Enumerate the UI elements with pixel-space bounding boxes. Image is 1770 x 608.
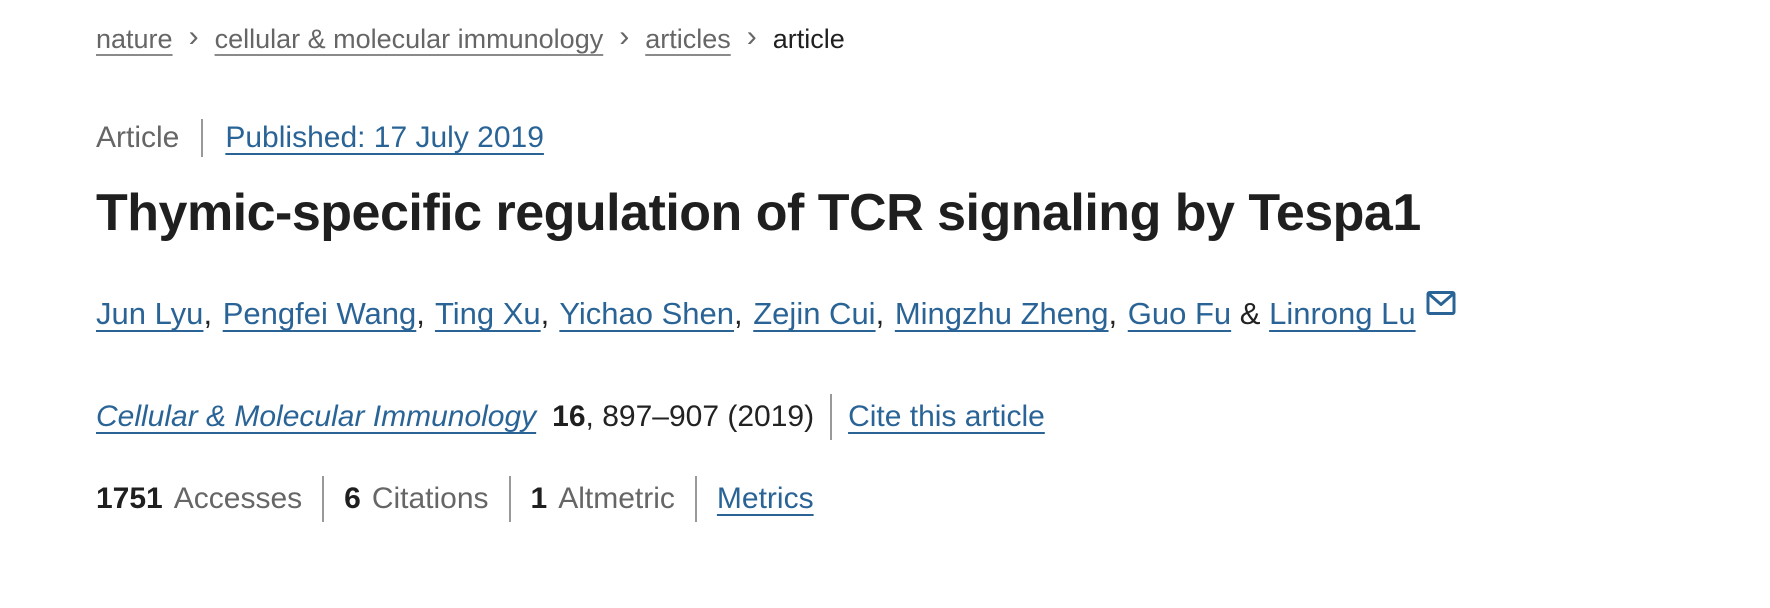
- author-link-zejin-cui[interactable]: Zejin Cui: [753, 296, 876, 331]
- author-link-guo-fu[interactable]: Guo Fu: [1127, 296, 1232, 331]
- volume-pages-year: 16, 897–907 (2019): [552, 395, 814, 439]
- citation-row: Cellular & Molecular Immunology 16, 897–…: [96, 394, 1730, 440]
- envelope-icon[interactable]: [1426, 284, 1456, 328]
- article-meta-row: Article Published: 17 July 2019: [96, 118, 1730, 158]
- author-link-yichao-shen[interactable]: Yichao Shen: [559, 296, 734, 331]
- citations-count: 6: [344, 482, 361, 515]
- citations-metric: 6 Citations: [344, 477, 488, 521]
- altmetric-metric: 1 Altmetric: [531, 477, 675, 521]
- published-date-link[interactable]: Published: 17 July 2019: [225, 121, 544, 154]
- divider: [830, 394, 833, 440]
- author-separator: ,: [203, 296, 213, 331]
- accesses-metric: 1751 Accesses: [96, 477, 302, 521]
- author-separator: ,: [416, 296, 425, 331]
- author-link-mingzhu-zheng[interactable]: Mingzhu Zheng: [894, 296, 1109, 331]
- metrics-link[interactable]: Metrics: [716, 482, 814, 515]
- divider: [322, 476, 325, 522]
- author-separator: ,: [734, 296, 743, 331]
- author-separator: ,: [540, 296, 550, 331]
- altmetric-count: 1: [530, 482, 548, 515]
- author-link-pengfei-wang[interactable]: Pengfei Wang: [222, 296, 417, 331]
- volume-number: 16: [552, 400, 586, 433]
- metrics-row: 1751 Accesses 6 Citations 1 Altmetric Metri…: [96, 476, 1730, 522]
- divider: [201, 119, 204, 157]
- altmetric-label: Altmetric: [558, 482, 675, 515]
- chevron-right-icon: ›: [746, 20, 757, 53]
- divider: [508, 476, 511, 522]
- author-separator: ,: [875, 296, 885, 331]
- author-link-jun-lyu[interactable]: Jun Lyu: [96, 296, 204, 331]
- author-link-linrong-lu[interactable]: Linrong Lu: [1269, 296, 1416, 331]
- pages-year: , 897–907 (2019): [585, 400, 815, 433]
- breadcrumb: nature › cellular & molecular immunology…: [96, 20, 1730, 55]
- breadcrumb-link-journal[interactable]: cellular & molecular immunology: [214, 24, 604, 54]
- divider: [694, 476, 697, 522]
- citations-label: Citations: [371, 482, 489, 515]
- accesses-label: Accesses: [173, 482, 303, 515]
- authors-list: Jun Lyu, Pengfei Wang, Ting Xu, Yichao S…: [96, 291, 1730, 336]
- author-link-ting-xu[interactable]: Ting Xu: [434, 296, 541, 331]
- breadcrumb-link-nature[interactable]: nature: [96, 24, 173, 54]
- breadcrumb-current-article: article: [772, 24, 845, 54]
- cite-this-article-link[interactable]: Cite this article: [848, 400, 1045, 433]
- article-title: Thymic-specific regulation of TCR signal…: [96, 184, 1421, 242]
- author-separator: ,: [1108, 296, 1118, 331]
- accesses-count: 1751: [96, 482, 163, 515]
- chevron-right-icon: ›: [188, 20, 199, 53]
- article-type-label: Article: [96, 121, 180, 154]
- breadcrumb-link-articles[interactable]: articles: [645, 24, 731, 54]
- journal-title-link[interactable]: Cellular & Molecular Immunology: [96, 400, 537, 433]
- author-ampersand: &: [1239, 296, 1261, 331]
- chevron-right-icon: ›: [619, 20, 630, 53]
